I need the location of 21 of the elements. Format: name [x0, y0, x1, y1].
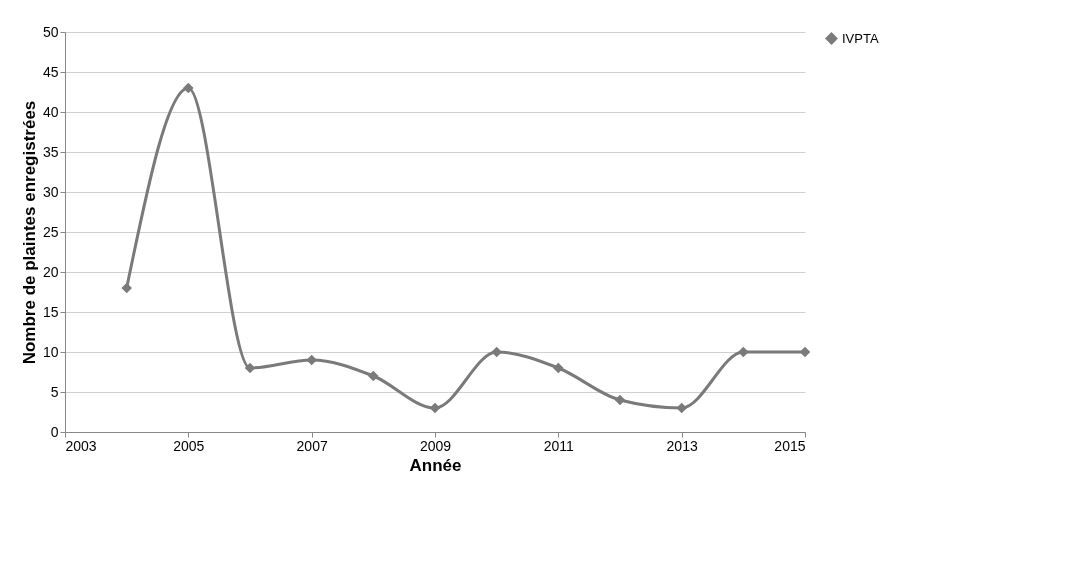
x-tick-label: 2013: [666, 437, 698, 454]
y-axis-title: Nombre de plaintes enregistrées: [19, 100, 39, 365]
x-tick-label: 2011: [543, 437, 575, 454]
y-tick-label: 0: [50, 423, 59, 440]
y-tick-label: 45: [42, 63, 59, 80]
y-tick-label: 40: [42, 103, 59, 120]
y-tick-label: 15: [42, 303, 59, 320]
x-tick-label: 2009: [419, 437, 452, 454]
y-tick-label: 20: [42, 263, 59, 280]
legend-label: IVPTA: [842, 30, 879, 46]
y-tick-label: 50: [42, 23, 59, 40]
x-axis-title: Année: [409, 455, 462, 475]
y-tick-label: 25: [42, 223, 59, 240]
x-tick-label: 2003: [65, 437, 97, 454]
x-tick-label: 2005: [173, 437, 205, 454]
y-tick-label: 35: [42, 143, 59, 160]
x-tick-label: 2015: [774, 437, 806, 454]
y-tick-label: 10: [42, 343, 59, 360]
y-tick-label: 30: [42, 183, 59, 200]
y-tick-label: 5: [50, 383, 59, 400]
x-tick-label: 2007: [296, 437, 328, 454]
